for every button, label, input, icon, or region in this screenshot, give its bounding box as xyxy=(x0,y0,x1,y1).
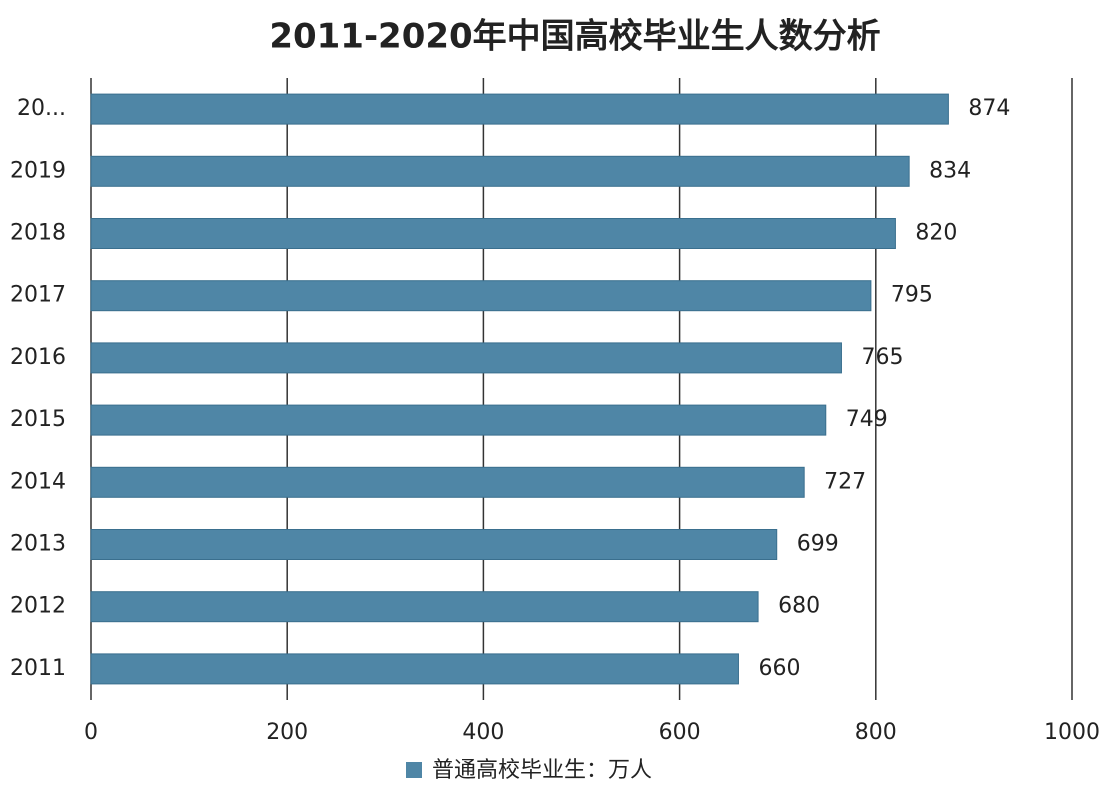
bar xyxy=(90,155,910,187)
y-tick-label: 2019 xyxy=(10,158,66,183)
bar xyxy=(90,342,842,374)
value-label: 699 xyxy=(797,532,839,557)
x-tick-label: 400 xyxy=(462,720,504,745)
y-tick-label: 2015 xyxy=(10,407,66,432)
y-tick-label: 2018 xyxy=(10,221,66,246)
x-tick-label: 800 xyxy=(855,720,897,745)
x-tick-label: 600 xyxy=(659,720,701,745)
bar xyxy=(90,218,896,249)
value-label: 727 xyxy=(824,469,866,494)
bar xyxy=(90,404,827,436)
value-label: 749 xyxy=(846,407,888,432)
chart-title: 2011-2020年中国高校毕业生人数分析 xyxy=(269,17,880,57)
value-label: 820 xyxy=(915,221,957,246)
y-tick-label: 2016 xyxy=(10,345,66,370)
y-tick-label: 2013 xyxy=(10,532,66,557)
y-tick-label: 2011 xyxy=(10,656,66,681)
value-label: 660 xyxy=(758,656,800,681)
x-tick-label: 0 xyxy=(84,720,98,745)
value-label: 680 xyxy=(778,594,820,619)
bar xyxy=(90,529,778,560)
bar xyxy=(90,93,949,125)
value-label: 795 xyxy=(891,283,933,308)
bar xyxy=(90,591,759,623)
value-label: 765 xyxy=(861,345,903,370)
bar xyxy=(90,466,805,498)
x-tick-label: 1000 xyxy=(1044,720,1100,745)
y-tick-label: 2012 xyxy=(10,594,66,619)
bar xyxy=(90,280,872,312)
legend-swatch xyxy=(406,762,422,778)
y-tick-label: 2014 xyxy=(10,469,66,494)
y-tick-label: 2017 xyxy=(10,283,66,308)
value-label: 834 xyxy=(929,158,971,183)
y-tick-label: 20... xyxy=(17,96,66,121)
legend-label: 普通高校毕业生：万人 xyxy=(432,758,652,783)
bar xyxy=(90,653,739,685)
x-tick-label: 200 xyxy=(266,720,308,745)
value-label: 874 xyxy=(968,96,1010,121)
